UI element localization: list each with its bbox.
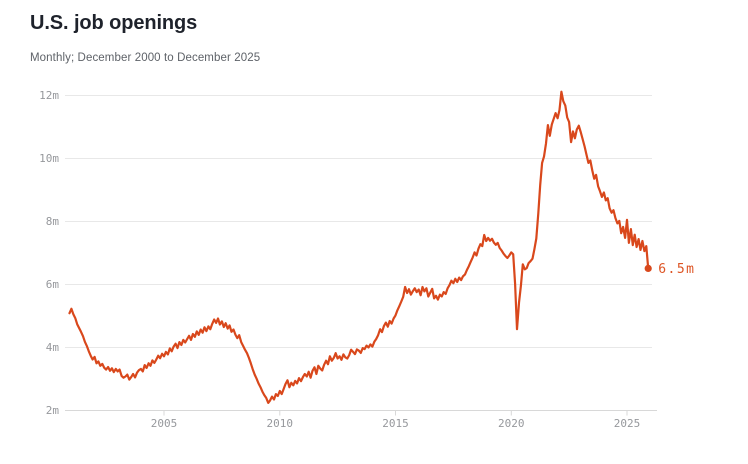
- y-axis-label: 2m: [46, 404, 60, 417]
- x-axis-label: 2025: [614, 417, 641, 430]
- x-axis-label: 2020: [498, 417, 525, 430]
- x-axis-label: 2005: [151, 417, 178, 430]
- page-title: U.S. job openings: [30, 12, 198, 34]
- latest-value-label: 6.5m: [658, 262, 695, 277]
- x-axis-label: 2015: [382, 417, 409, 430]
- y-axis-label: 10m: [39, 152, 59, 165]
- x-axis-label: 2010: [267, 417, 294, 430]
- latest-value-dot: [644, 264, 652, 272]
- y-axis-label: 12m: [39, 89, 59, 102]
- chart-subtitle: Monthly; December 2000 to December 2025: [30, 52, 261, 64]
- y-axis-label: 4m: [46, 341, 60, 354]
- job-openings-series-line: [68, 90, 650, 404]
- y-axis-label: 6m: [46, 278, 60, 291]
- y-axis-label: 8m: [46, 215, 60, 228]
